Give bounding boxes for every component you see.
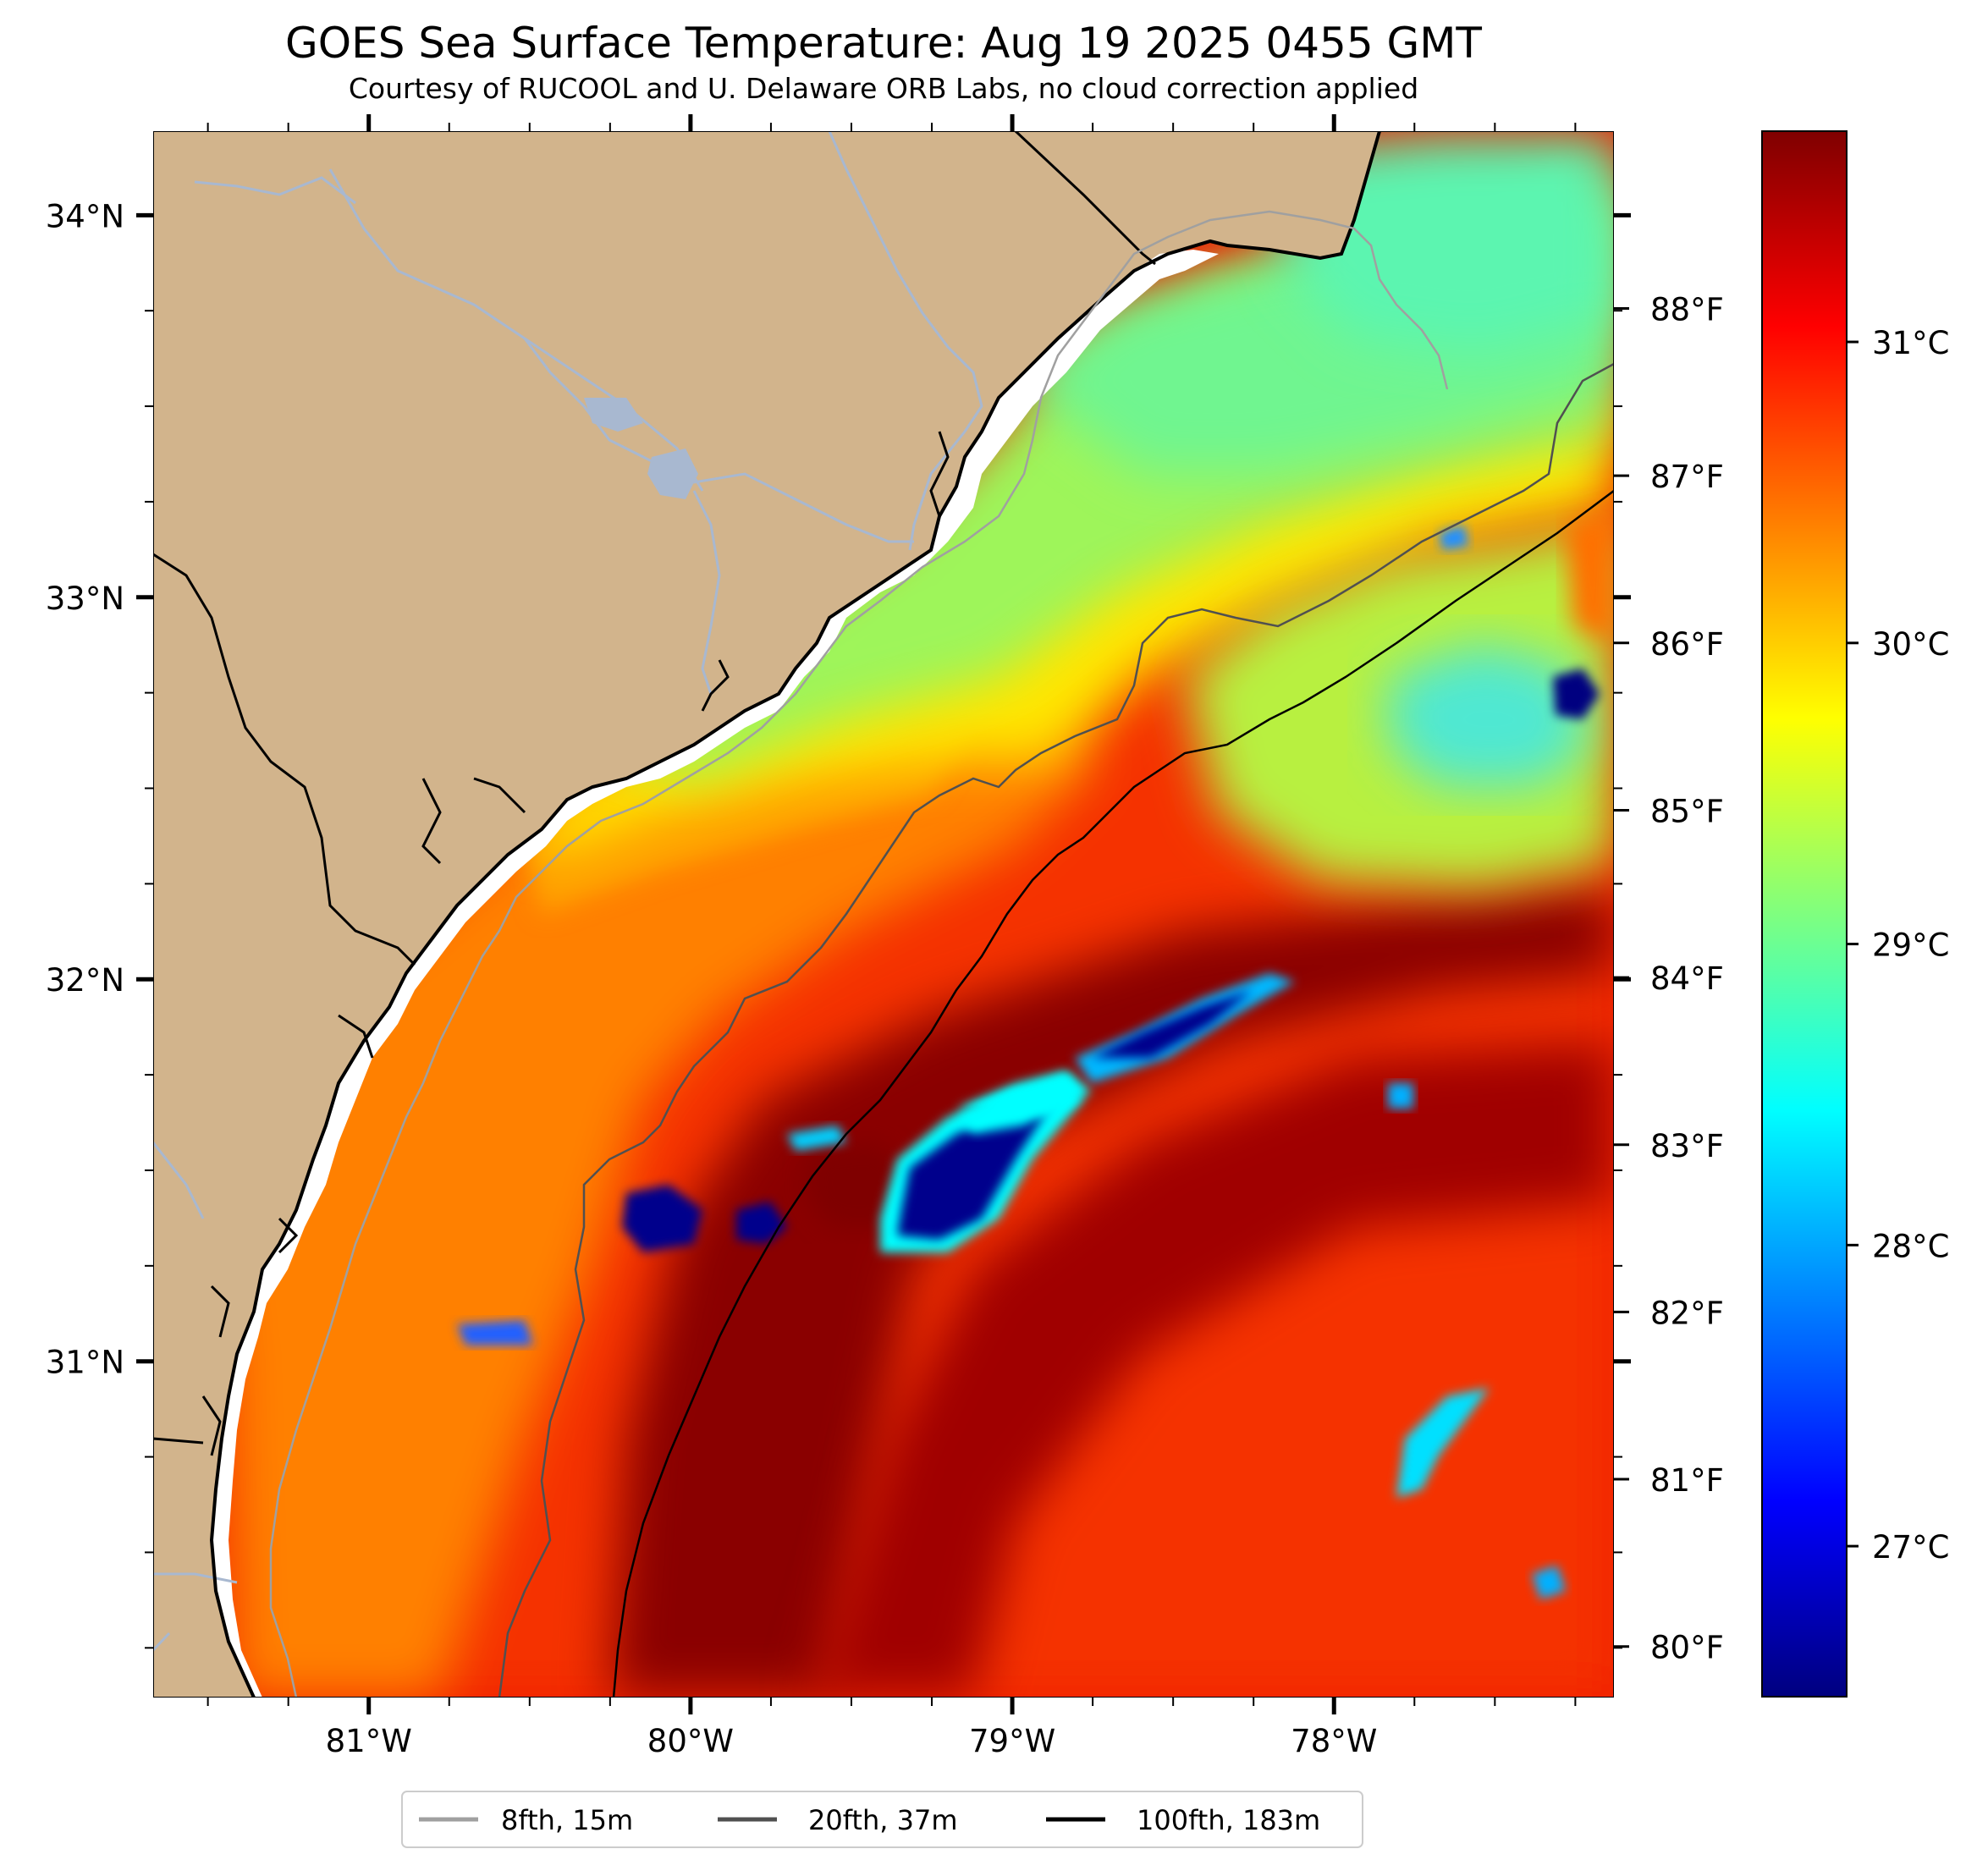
sst-map	[153, 131, 1614, 1698]
state-borders	[153, 131, 1156, 1445]
land-mass	[153, 131, 1379, 1698]
fahrenheit-tick-label: 83°F	[1650, 1128, 1724, 1164]
lon-tick-label: 79°W	[969, 1723, 1055, 1759]
lon-tick-label: 78°W	[1291, 1723, 1377, 1759]
lat-tick-label: 34°N	[46, 198, 124, 234]
coastline-inlets	[201, 431, 950, 1456]
sst-field	[153, 135, 1614, 1698]
celsius-tick-label: 27°C	[1872, 1529, 1949, 1566]
fahrenheit-tick-label: 85°F	[1650, 793, 1724, 829]
celsius-tick-label: 28°C	[1872, 1228, 1949, 1264]
legend-box	[401, 1791, 1363, 1848]
lake-moultrie	[647, 448, 698, 499]
fahrenheit-tick-label: 82°F	[1650, 1295, 1724, 1331]
celsius-tick-label: 30°C	[1872, 626, 1949, 663]
celsius-tick-label: 31°C	[1872, 325, 1949, 361]
legend-label-20fth: 20fth, 37m	[808, 1804, 957, 1836]
contour-8fth	[269, 210, 1449, 1698]
coastline	[209, 131, 1381, 1698]
lat-tick-label: 32°N	[46, 962, 124, 999]
figure-title: GOES Sea Surface Temperature: Aug 19 202…	[285, 19, 1482, 68]
lat-tick-label: 31°N	[46, 1345, 124, 1381]
fahrenheit-tick-label: 87°F	[1650, 459, 1724, 495]
contour-20fth	[498, 362, 1614, 1698]
fahrenheit-tick-label: 86°F	[1650, 626, 1724, 663]
rivers	[153, 131, 983, 1652]
cold-filaments	[457, 525, 1566, 1599]
nearshore-mask	[212, 250, 1219, 1698]
lat-tick-label: 33°N	[46, 581, 124, 617]
celsius-tick-label: 29°C	[1872, 927, 1949, 964]
colorbar-ramp	[1761, 130, 1848, 1698]
map-axis-ticks	[136, 114, 1631, 1714]
legend-label-100fth: 100fth, 183m	[1137, 1804, 1320, 1836]
colorbar: 31°C 30°C 29°C 28°C 27°C 88°F 87°F 86°F 85°F 84°F…	[1614, 130, 1949, 1698]
legend-label-8fth: 8fth, 15m	[501, 1804, 633, 1836]
map-axis-labels: 81°W 80°W 79°W 78°W 34°N 33°N 32°N 31°N	[46, 198, 1378, 1759]
fahrenheit-tick-label: 80°F	[1650, 1630, 1724, 1666]
figure-subtitle: Courtesy of RUCOOL and U. Delaware ORB L…	[349, 72, 1418, 105]
fahrenheit-tick-label: 84°F	[1650, 960, 1724, 997]
contour-legend: 8fth, 15m 20fth, 37m 100fth, 183m	[401, 1791, 1363, 1848]
lon-tick-label: 81°W	[326, 1723, 412, 1759]
lake-marion	[584, 398, 643, 432]
fahrenheit-tick-label: 81°F	[1650, 1462, 1724, 1499]
contour-100fth	[612, 489, 1614, 1698]
lon-tick-label: 80°W	[647, 1723, 734, 1759]
colorbar-ticks: 31°C 30°C 29°C 28°C 27°C 88°F 87°F 86°F 85°F 84°F…	[1614, 292, 1949, 1666]
fahrenheit-tick-label: 88°F	[1650, 292, 1724, 328]
